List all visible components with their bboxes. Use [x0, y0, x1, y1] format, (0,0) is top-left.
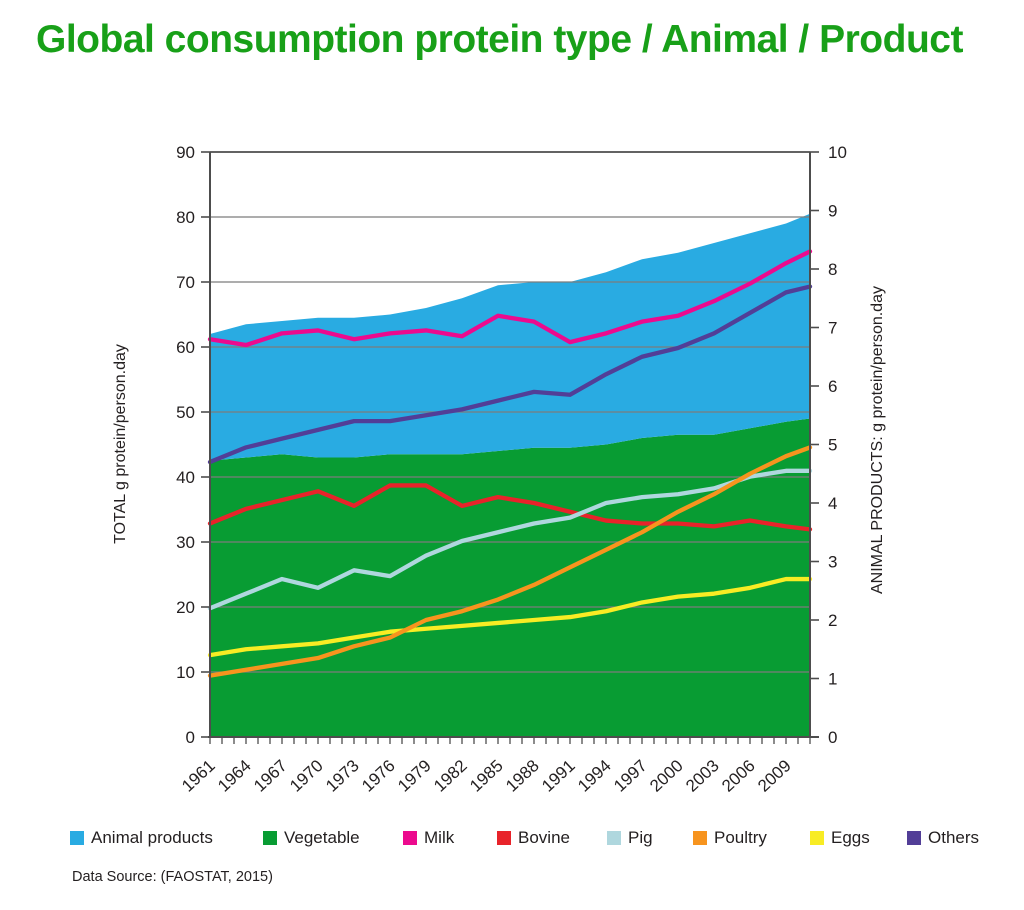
- right-axis-tick-label: 7: [828, 319, 837, 338]
- page-title: Global consumption protein type / Animal…: [36, 18, 963, 61]
- left-axis-tick-label: 20: [176, 598, 195, 617]
- x-axis-tick-label: 1997: [610, 756, 651, 796]
- legend-label: Poultry: [714, 828, 767, 847]
- left-axis-tick-label: 90: [176, 143, 195, 162]
- legend-swatch: [263, 831, 277, 845]
- x-axis-tick-label: 1994: [574, 756, 615, 796]
- right-axis-tick-label: 3: [828, 553, 837, 572]
- right-axis-tick-label: 10: [828, 143, 847, 162]
- others-line: [207, 284, 813, 465]
- legend-item-pig: Pig: [607, 828, 653, 848]
- x-axis-tick-label: 1976: [358, 756, 399, 796]
- x-axis-tick-label: 1979: [394, 756, 435, 796]
- left-axis-tick-label: 70: [176, 273, 195, 292]
- legend-item-animal-products: Animal products: [70, 828, 213, 848]
- milk-line: [207, 249, 813, 348]
- right-axis-title: ANIMAL PRODUCTS: g protein/person.day: [869, 286, 886, 594]
- legend-item-eggs: Eggs: [810, 828, 870, 848]
- left-axis-tick-label: 40: [176, 468, 195, 487]
- left-axis-tick-label: 0: [186, 728, 195, 747]
- legend-swatch: [907, 831, 921, 845]
- legend-item-milk: Milk: [403, 828, 454, 848]
- legend-swatch: [810, 831, 824, 845]
- legend-label: Bovine: [518, 828, 570, 847]
- right-axis-tick-label: 5: [828, 436, 837, 455]
- left-axis-tick-label: 10: [176, 663, 195, 682]
- legend-swatch: [607, 831, 621, 845]
- legend-label: Others: [928, 828, 980, 847]
- legend-item-others: Others: [907, 828, 979, 848]
- x-axis-tick-label: 1985: [466, 756, 507, 796]
- legend-swatch: [497, 831, 511, 845]
- legend-label: Milk: [424, 828, 455, 847]
- vegetable-area: [210, 418, 810, 737]
- x-axis-tick-label: 1967: [250, 756, 291, 796]
- legend-label: Eggs: [831, 828, 870, 847]
- legend-label: Animal products: [91, 828, 213, 847]
- right-axis-tick-label: 6: [828, 377, 837, 396]
- x-axis-tick-label: 1964: [214, 756, 255, 796]
- right-axis-tick-label: 4: [828, 494, 837, 513]
- x-axis-tick-label: 1988: [502, 756, 543, 796]
- legend-label: Pig: [628, 828, 653, 847]
- legend-item-bovine: Bovine: [497, 828, 570, 848]
- legend-item-vegetable: Vegetable: [263, 828, 360, 848]
- x-axis-tick-label: 1970: [286, 756, 327, 796]
- x-axis-tick-label: 1991: [538, 756, 579, 796]
- chart-legend: Animal products Vegetable Milk Bovine Pig Pou…: [0, 828, 1024, 852]
- right-axis-tick-label: 9: [828, 202, 837, 221]
- pig-line: [207, 468, 813, 611]
- right-axis-tick-label: 8: [828, 260, 837, 279]
- poultry-line: [207, 445, 813, 678]
- x-axis-tick-label: 2006: [718, 756, 759, 796]
- left-axis-tick-label: 50: [176, 403, 195, 422]
- x-axis-tick-label: 2000: [646, 756, 687, 796]
- animal-products-area: [210, 213, 810, 461]
- right-axis-tick-label: 2: [828, 611, 837, 630]
- legend-swatch: [693, 831, 707, 845]
- legend-swatch: [70, 831, 84, 845]
- legend-label: Vegetable: [284, 828, 360, 847]
- right-axis-tick-label: 1: [828, 670, 837, 689]
- data-source-note: Data Source: (FAOSTAT, 2015): [72, 869, 273, 885]
- eggs-line: [207, 576, 813, 658]
- x-axis-tick-label: 2009: [754, 756, 795, 796]
- x-axis-tick-label: 1973: [322, 756, 363, 796]
- x-axis-tick-label: 2003: [682, 756, 723, 796]
- left-axis-tick-label: 30: [176, 533, 195, 552]
- left-axis-title: TOTAL g protein/person.day: [112, 344, 129, 544]
- legend-swatch: [403, 831, 417, 845]
- legend-item-poultry: Poultry: [693, 828, 767, 848]
- left-axis-tick-label: 60: [176, 338, 195, 357]
- bovine-line: [207, 483, 813, 532]
- right-axis-tick-label: 0: [828, 728, 837, 747]
- x-axis-tick-label: 1982: [430, 756, 471, 796]
- left-axis-tick-label: 80: [176, 208, 195, 227]
- x-axis-tick-label: 1961: [178, 756, 219, 796]
